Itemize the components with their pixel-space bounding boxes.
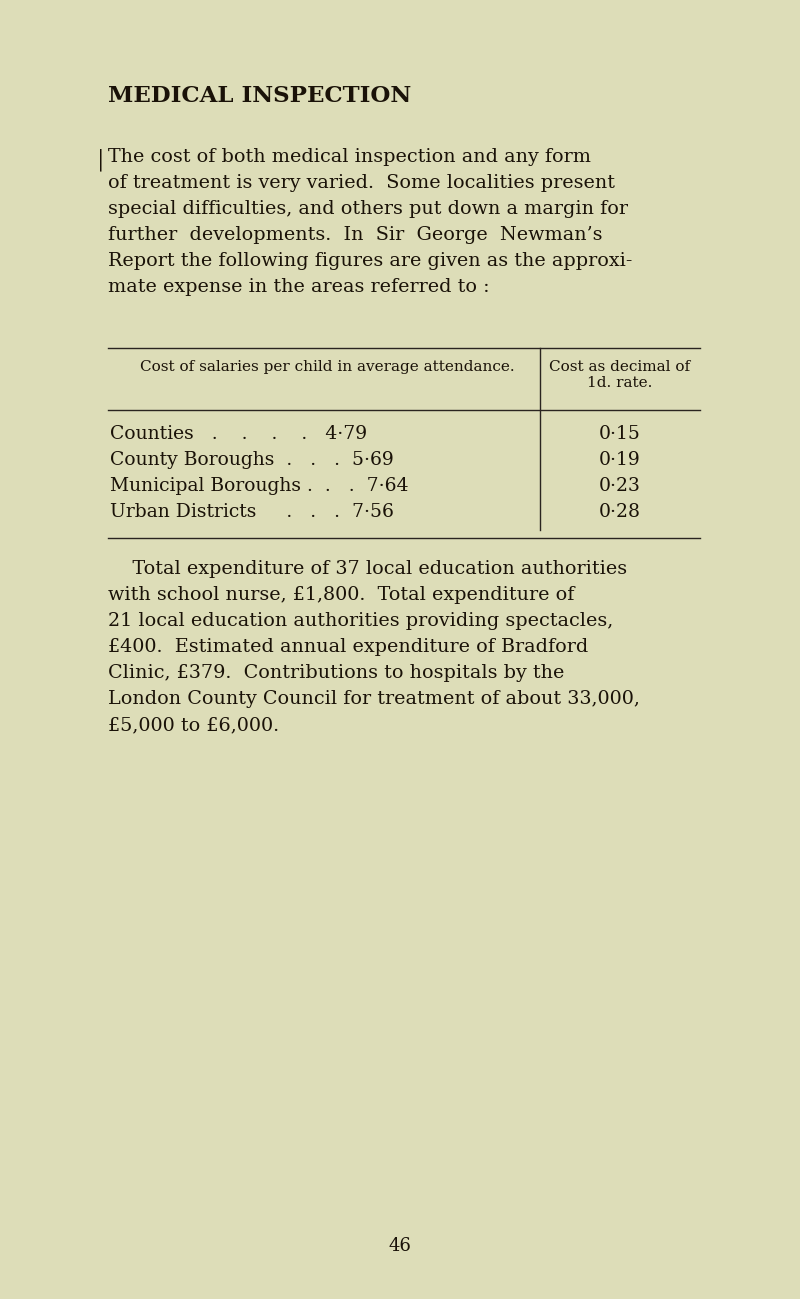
Text: County Boroughs  .   .   .  5·69: County Boroughs . . . 5·69 (110, 451, 394, 469)
Text: Total expenditure of 37 local education authorities: Total expenditure of 37 local education … (108, 560, 627, 578)
Text: £5,000 to £6,000.: £5,000 to £6,000. (108, 716, 279, 734)
Text: Municipal Boroughs .  .   .  7·64: Municipal Boroughs . . . 7·64 (110, 477, 409, 495)
Text: 46: 46 (389, 1237, 411, 1255)
Text: Report the following figures are given as the approxi-: Report the following figures are given a… (108, 252, 632, 270)
Text: further  developments.  In  Sir  George  Newman’s: further developments. In Sir George Newm… (108, 226, 602, 244)
Text: mate expense in the areas referred to :: mate expense in the areas referred to : (108, 278, 490, 296)
Text: 0·23: 0·23 (599, 477, 641, 495)
Text: £400.  Estimated annual expenditure of Bradford: £400. Estimated annual expenditure of Br… (108, 638, 588, 656)
Text: 0·15: 0·15 (599, 425, 641, 443)
Text: 0·28: 0·28 (599, 503, 641, 521)
Text: Clinic, £379.  Contributions to hospitals by the: Clinic, £379. Contributions to hospitals… (108, 664, 564, 682)
Text: Cost as decimal of: Cost as decimal of (550, 360, 690, 374)
Text: Cost of salaries per child in average attendance.: Cost of salaries per child in average at… (140, 360, 514, 374)
Text: MEDICAL INSPECTION: MEDICAL INSPECTION (108, 84, 411, 107)
Text: 0·19: 0·19 (599, 451, 641, 469)
Text: 1d. rate.: 1d. rate. (587, 375, 653, 390)
Text: special difficulties, and others put down a margin for: special difficulties, and others put dow… (108, 200, 628, 218)
Text: Counties   .    .    .    .   4·79: Counties . . . . 4·79 (110, 425, 367, 443)
Text: Urban Districts     .   .   .  7·56: Urban Districts . . . 7·56 (110, 503, 394, 521)
Text: 21 local education authorities providing spectacles,: 21 local education authorities providing… (108, 612, 614, 630)
Text: of treatment is very varied.  Some localities present: of treatment is very varied. Some locali… (108, 174, 615, 192)
Text: │: │ (94, 148, 106, 170)
Text: with school nurse, £1,800.  Total expenditure of: with school nurse, £1,800. Total expendi… (108, 586, 574, 604)
Text: The cost of both medical inspection and any form: The cost of both medical inspection and … (108, 148, 591, 166)
Text: London County Council for treatment of about 33,000,: London County Council for treatment of a… (108, 690, 640, 708)
